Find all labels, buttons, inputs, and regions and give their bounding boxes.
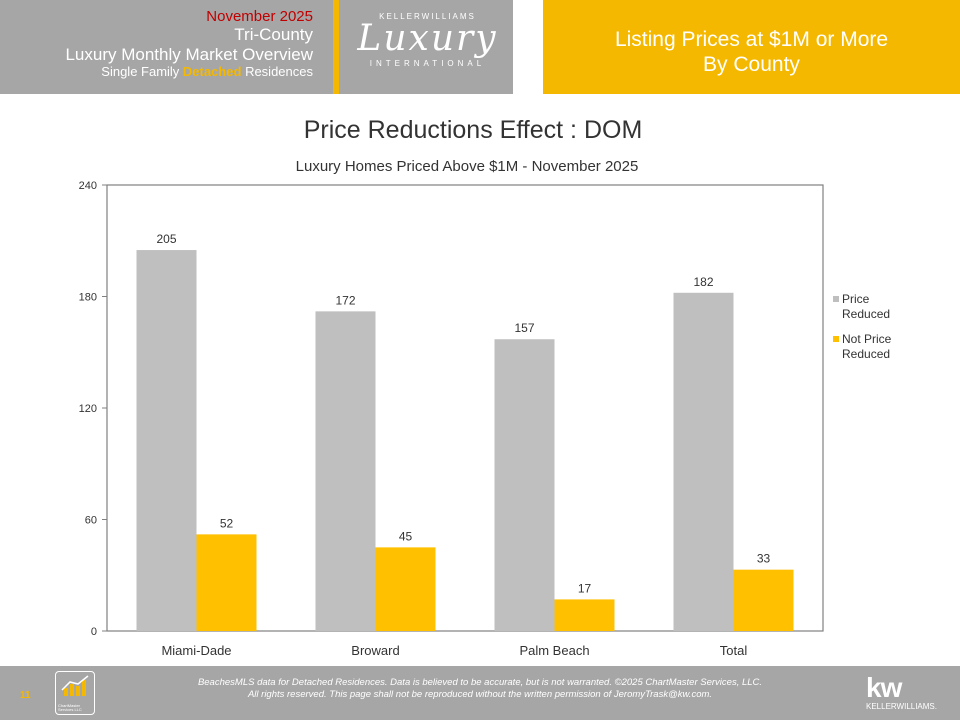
logo-top-text: KELLERWILLIAMS bbox=[379, 12, 476, 21]
bar-value-label: 17 bbox=[578, 581, 592, 595]
disclaimer-line1: BeachesMLS data for Detached Residences.… bbox=[197, 677, 763, 688]
bar-value-label: 157 bbox=[514, 321, 534, 335]
chartmaster-logo: ChartMaster Services LLC bbox=[55, 671, 95, 715]
header-divider bbox=[333, 0, 339, 94]
x-category-label: Miami-Dade bbox=[161, 643, 231, 658]
disclaimer-line2: All rights reserved. This page shall not… bbox=[247, 689, 713, 701]
luxury-logo: KELLERWILLIAMS Luxury INTERNATIONAL bbox=[345, 12, 510, 82]
section-heading-line1: Listing Prices at $1M or More bbox=[614, 28, 889, 51]
bar bbox=[673, 292, 734, 631]
y-tick-label: 0 bbox=[91, 626, 97, 638]
bar bbox=[733, 569, 794, 631]
bar-chart: 0 60 120 180 240 205 52 Miami-Dade 172 45 Broward 1… bbox=[79, 180, 892, 658]
kw-logo: kw KELLERWILLIAMS. bbox=[866, 672, 937, 712]
bar bbox=[315, 311, 376, 631]
bar bbox=[494, 339, 555, 631]
kw-logo-mark: kw bbox=[866, 672, 902, 703]
bar-value-label: 205 bbox=[156, 232, 176, 246]
kw-logo-text: KELLERWILLIAMS. bbox=[866, 702, 937, 711]
bar bbox=[136, 250, 197, 631]
legend-swatch bbox=[833, 336, 839, 342]
subtitle-highlight: Detached bbox=[182, 64, 242, 80]
x-category-label: Broward bbox=[351, 643, 399, 658]
legend-label: Reduced bbox=[842, 307, 890, 321]
bar bbox=[375, 547, 436, 631]
x-category-label: Palm Beach bbox=[519, 643, 589, 658]
header-text-block: November 2025 Tri-County Luxury Monthly … bbox=[65, 8, 313, 80]
bar-value-label: 182 bbox=[693, 275, 713, 289]
y-tick-label: 180 bbox=[79, 292, 97, 304]
legend-label: Reduced bbox=[842, 347, 890, 361]
y-tick-label: 120 bbox=[79, 403, 97, 415]
header-banner: November 2025 Tri-County Luxury Monthly … bbox=[0, 0, 513, 94]
page-number: 11 bbox=[20, 690, 31, 701]
footer-disclaimer: BeachesMLS data for Detached Residences.… bbox=[110, 677, 850, 702]
x-category-label: Total bbox=[720, 643, 748, 658]
chart-title: Price Reductions Effect : DOM bbox=[303, 116, 643, 144]
report-subtitle: Single Family Detached Residences bbox=[65, 64, 313, 80]
chart-logo-icon bbox=[61, 675, 89, 696]
legend-label: Price bbox=[842, 292, 870, 306]
logo-main-text: Luxury bbox=[357, 18, 498, 59]
legend-swatch bbox=[833, 296, 839, 302]
chartmaster-logo-text: ChartMaster Services LLC bbox=[58, 703, 82, 712]
section-heading: Listing Prices at $1M or More By County bbox=[543, 0, 960, 94]
bar-value-label: 45 bbox=[399, 529, 413, 543]
report-title: Luxury Monthly Market Overview bbox=[65, 44, 313, 64]
bar-value-label: 172 bbox=[335, 293, 355, 307]
bar-value-label: 52 bbox=[220, 516, 234, 530]
bar bbox=[554, 599, 615, 631]
report-date: November 2025 bbox=[206, 8, 313, 25]
chart-subtitle: Luxury Homes Priced Above $1M - November… bbox=[295, 158, 639, 175]
section-heading-line2: By County bbox=[703, 53, 800, 77]
bar-value-label: 33 bbox=[757, 552, 771, 566]
legend-label: Not Price bbox=[842, 332, 892, 346]
report-region: Tri-County bbox=[234, 25, 313, 45]
subtitle-suffix: Residences bbox=[241, 64, 313, 80]
y-tick-label: 240 bbox=[79, 180, 97, 192]
footer-bar: 11 ChartMaster Services LLC BeachesMLS d… bbox=[0, 666, 960, 720]
logo-bottom-text: INTERNATIONAL bbox=[369, 59, 486, 68]
y-tick-label: 60 bbox=[85, 515, 97, 527]
subtitle-prefix: Single Family bbox=[101, 64, 183, 80]
bar bbox=[196, 534, 257, 631]
